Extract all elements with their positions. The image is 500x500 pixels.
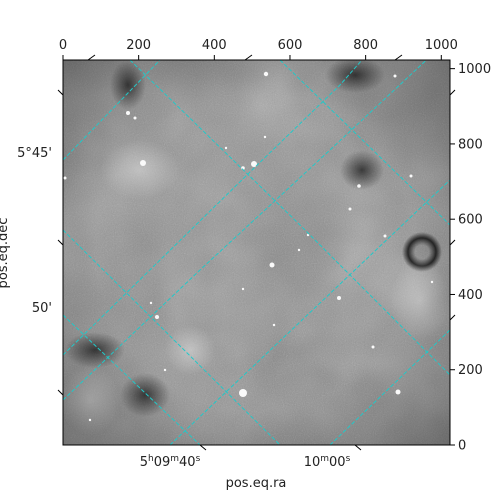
wcs-tick <box>57 389 64 396</box>
wcs-tick <box>199 444 207 451</box>
ra-tick-label-m: 09 <box>154 455 171 470</box>
star <box>306 233 310 237</box>
grid-line <box>63 314 201 445</box>
top-tick-label: 0 <box>59 38 67 53</box>
top-tick-label: 1000 <box>425 38 458 53</box>
wcs-tick <box>87 54 96 61</box>
star <box>348 207 352 211</box>
sky-image <box>63 60 450 445</box>
star <box>409 174 413 178</box>
star <box>263 135 267 139</box>
star <box>297 248 301 252</box>
star <box>133 116 137 120</box>
ra-sup-m: m <box>320 454 329 464</box>
top-tick-label: 200 <box>126 38 151 53</box>
star <box>239 389 247 397</box>
star <box>163 368 167 372</box>
dec-tick-label: 50' <box>32 301 52 316</box>
ra-tick-label-s: 40 <box>179 455 196 470</box>
bottom-axis: 5h09m40s 10m00s pos.eq.ra <box>140 454 351 491</box>
ra-tick-label-m: 10 <box>304 455 321 470</box>
coordinate-grid <box>63 60 450 445</box>
star <box>357 184 361 188</box>
ra-sup-h: h <box>148 454 154 464</box>
star <box>224 146 228 150</box>
star <box>155 315 159 319</box>
wcs-tick-marks <box>57 54 456 451</box>
right-tick-label: 600 <box>458 213 483 228</box>
right-tick-label: 200 <box>458 363 483 378</box>
left-axis: 5°45' 50' pos.eq.dec <box>0 146 52 316</box>
wcs-tick <box>57 239 64 246</box>
ra-tick-label: 5h09m40s <box>140 454 201 470</box>
y-axis-label: pos.eq.dec <box>0 218 11 289</box>
dec-tick-label: 5°45' <box>17 146 52 161</box>
wcs-tick <box>244 54 253 61</box>
star <box>63 176 67 180</box>
right-tick-label: 0 <box>458 439 466 454</box>
right-tick-label: 1000 <box>458 62 491 77</box>
right-pixel-axis: 0 200 400 600 800 1000 <box>450 62 491 454</box>
ra-sup-s: s <box>346 454 351 464</box>
star <box>395 389 401 395</box>
star <box>251 161 257 167</box>
star <box>149 301 153 305</box>
star <box>88 418 92 422</box>
grid-line <box>63 60 363 356</box>
ra-tick-label: 10m00s <box>304 454 351 470</box>
star <box>241 287 245 291</box>
grid-line <box>279 60 450 226</box>
star <box>383 234 387 238</box>
right-tick-label: 400 <box>458 288 483 303</box>
x-axis-label: pos.eq.ra <box>226 476 287 491</box>
star <box>263 71 269 77</box>
star <box>430 280 434 284</box>
ra-sup-s: s <box>196 454 201 464</box>
star <box>371 345 375 349</box>
ra-tick-label-s: 00 <box>329 455 346 470</box>
star <box>393 74 397 78</box>
star <box>126 111 130 115</box>
top-pixel-axis: 0 200 400 600 800 1000 <box>59 38 458 60</box>
wcs-tick <box>449 239 456 246</box>
plot-frame <box>62 59 451 446</box>
wcs-tick <box>354 444 362 451</box>
wcs-tick <box>449 89 456 96</box>
wcs-tick <box>394 54 403 61</box>
grid-line <box>329 329 450 445</box>
top-tick-label: 800 <box>353 38 378 53</box>
wcs-tick <box>449 314 456 321</box>
wcs-tick <box>57 89 64 96</box>
star <box>337 296 341 300</box>
grid-line <box>63 60 428 401</box>
ra-tick-label-h: 5 <box>140 455 148 470</box>
star-field <box>63 71 434 422</box>
star <box>140 160 146 166</box>
ra-sup-m: m <box>170 454 179 464</box>
star <box>272 323 276 327</box>
top-tick-label: 600 <box>278 38 303 53</box>
top-tick-label: 400 <box>202 38 227 53</box>
star <box>269 262 275 268</box>
grid-line <box>63 229 281 445</box>
right-tick-label: 800 <box>458 137 483 152</box>
grid-line <box>63 60 161 161</box>
grid-line <box>129 60 450 376</box>
